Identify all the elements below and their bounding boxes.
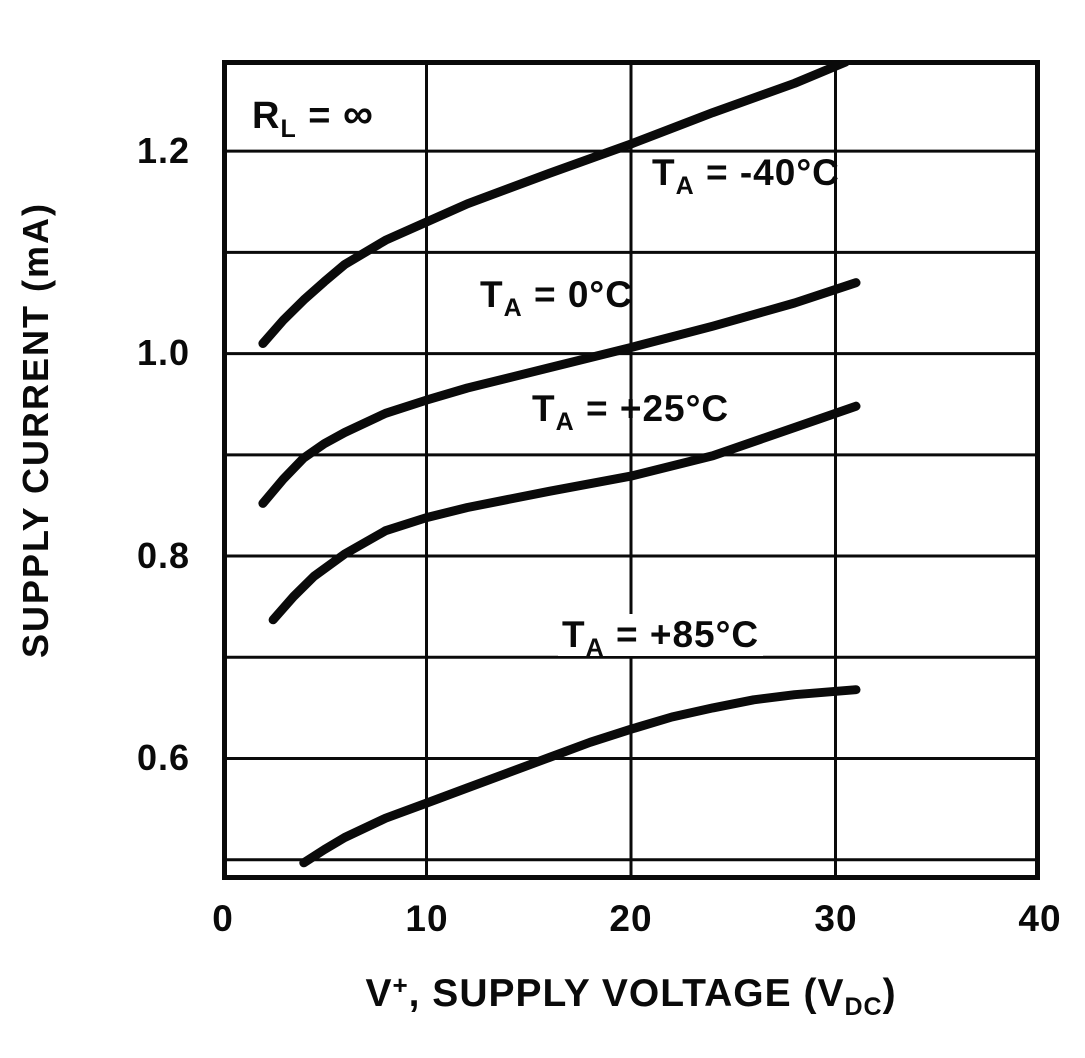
curve-0 bbox=[258, 60, 851, 348]
curve-label-plus85c: TA = +85°C bbox=[558, 614, 764, 662]
curve-1 bbox=[258, 278, 861, 508]
y-tick-label: 0.8 bbox=[136, 535, 190, 576]
y-axis-title: SUPPLY CURRENT (mA) bbox=[15, 201, 56, 659]
x-tick-label: 40 bbox=[1018, 898, 1062, 939]
curve-label-0c: TA = 0°C bbox=[480, 274, 633, 322]
y-tick-label: 1.0 bbox=[136, 332, 190, 373]
plot-area bbox=[222, 60, 1040, 880]
x-tick-label: 0 bbox=[212, 898, 234, 939]
infinity-symbol: ∞ bbox=[343, 90, 374, 137]
y-tick-label: 0.6 bbox=[136, 737, 190, 778]
plot-frame bbox=[222, 60, 1040, 880]
x-tick-label: 30 bbox=[814, 898, 858, 939]
y-tick-label: 1.2 bbox=[136, 130, 190, 171]
x-tick-label: 20 bbox=[609, 898, 653, 939]
curve-label-minus40c: TA = -40°C bbox=[652, 152, 840, 200]
plot-svg bbox=[222, 60, 1040, 880]
curve-2 bbox=[268, 401, 861, 625]
superscript-plus: + bbox=[392, 970, 409, 1000]
x-axis-title: V+, SUPPLY VOLTAGE (VDC) bbox=[365, 970, 897, 1021]
curve-3 bbox=[299, 685, 861, 868]
curve-label-plus25c: TA = +25°C bbox=[532, 388, 730, 436]
load-resistance-annotation: RL = ∞ bbox=[252, 90, 374, 143]
x-tick-label: 10 bbox=[405, 898, 449, 939]
subscript-dc: DC bbox=[844, 993, 883, 1021]
